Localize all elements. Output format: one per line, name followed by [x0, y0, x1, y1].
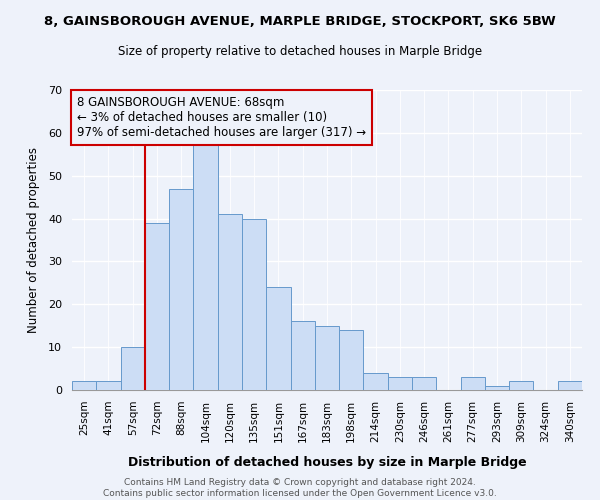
Bar — [290, 322, 315, 390]
Bar — [558, 382, 582, 390]
Bar — [485, 386, 509, 390]
Bar — [169, 188, 193, 390]
Bar — [315, 326, 339, 390]
Bar — [193, 142, 218, 390]
Bar — [72, 382, 96, 390]
Bar — [242, 218, 266, 390]
X-axis label: Distribution of detached houses by size in Marple Bridge: Distribution of detached houses by size … — [128, 456, 526, 468]
Text: Size of property relative to detached houses in Marple Bridge: Size of property relative to detached ho… — [118, 45, 482, 58]
Bar — [266, 287, 290, 390]
Bar — [388, 377, 412, 390]
Bar — [364, 373, 388, 390]
Bar — [412, 377, 436, 390]
Text: 8, GAINSBOROUGH AVENUE, MARPLE BRIDGE, STOCKPORT, SK6 5BW: 8, GAINSBOROUGH AVENUE, MARPLE BRIDGE, S… — [44, 15, 556, 28]
Bar — [339, 330, 364, 390]
Bar — [218, 214, 242, 390]
Bar — [121, 347, 145, 390]
Text: Contains HM Land Registry data © Crown copyright and database right 2024.
Contai: Contains HM Land Registry data © Crown c… — [103, 478, 497, 498]
Text: 8 GAINSBOROUGH AVENUE: 68sqm
← 3% of detached houses are smaller (10)
97% of sem: 8 GAINSBOROUGH AVENUE: 68sqm ← 3% of det… — [77, 96, 366, 139]
Bar — [96, 382, 121, 390]
Bar — [145, 223, 169, 390]
Bar — [461, 377, 485, 390]
Y-axis label: Number of detached properties: Number of detached properties — [27, 147, 40, 333]
Bar — [509, 382, 533, 390]
